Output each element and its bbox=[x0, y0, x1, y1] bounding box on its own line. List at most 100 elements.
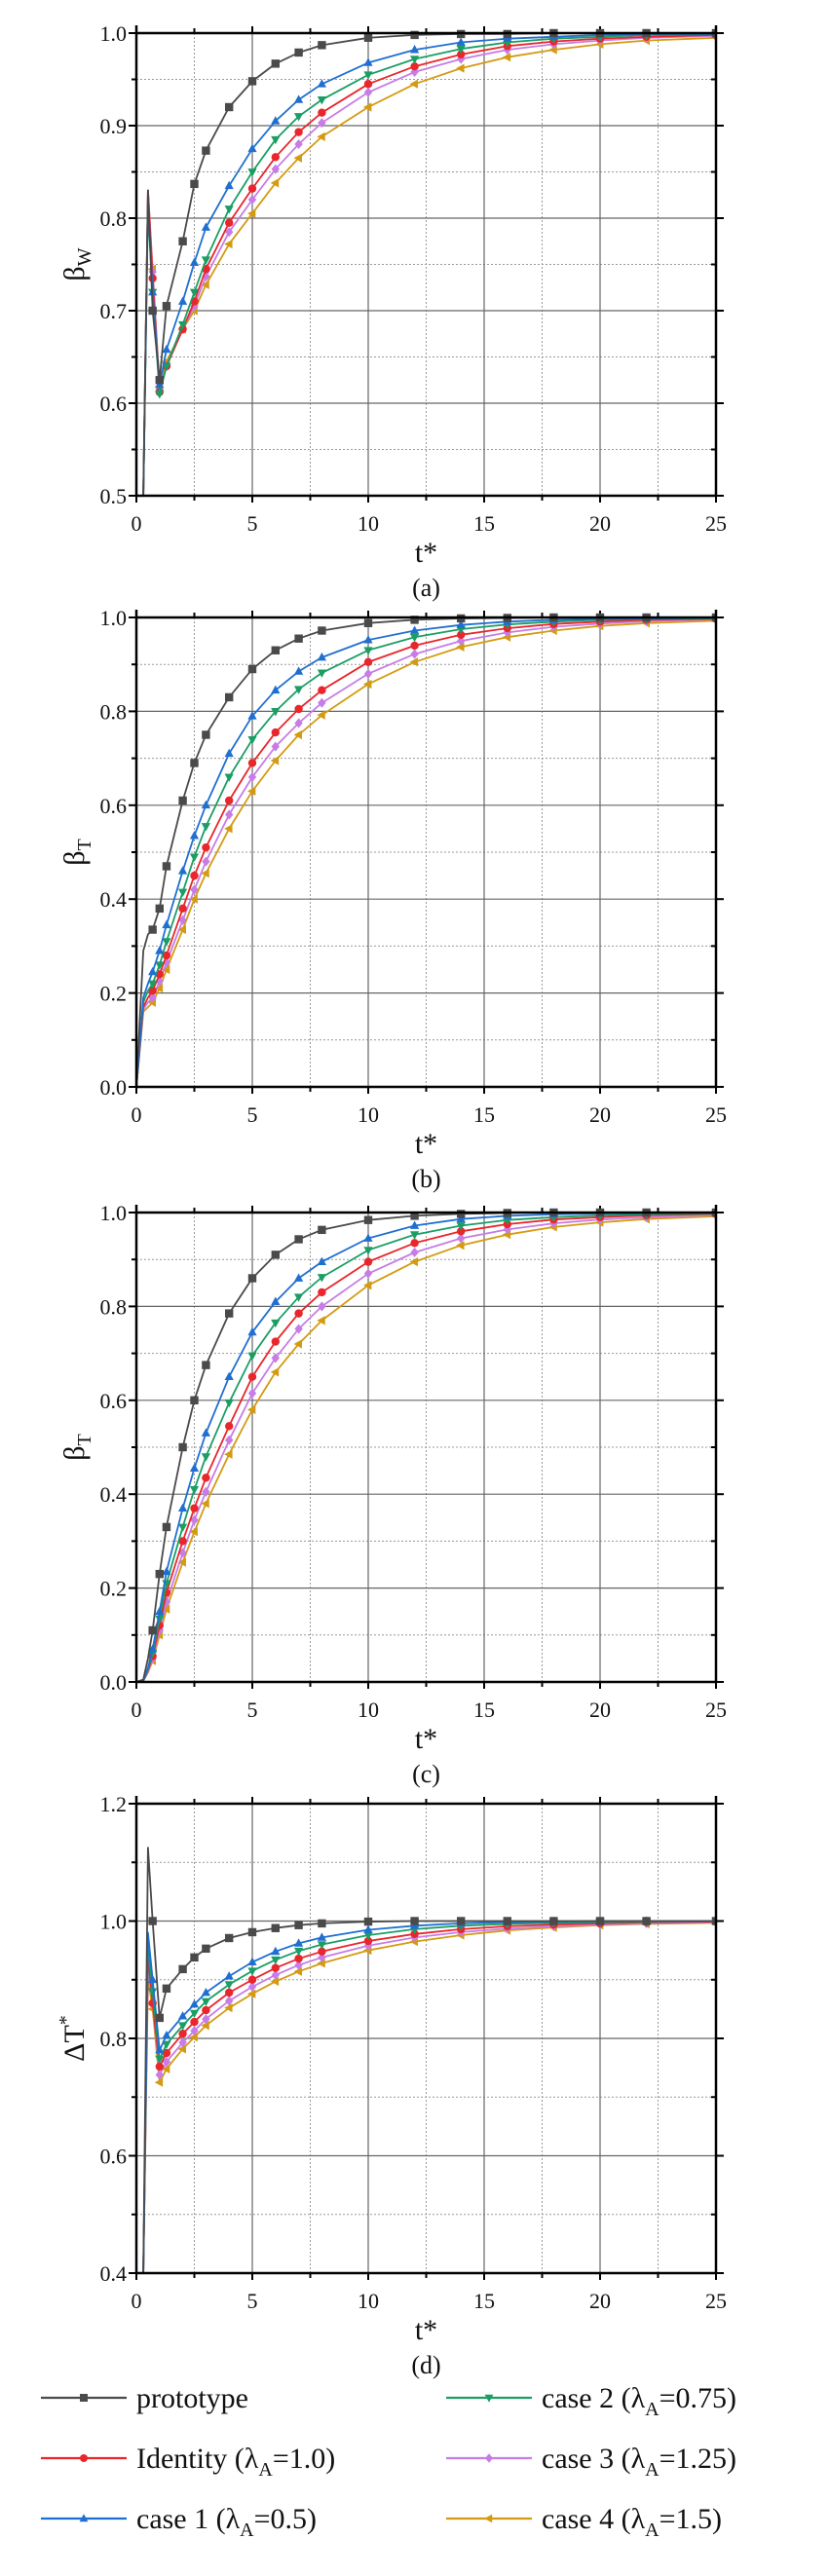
marker-diamond bbox=[162, 957, 171, 968]
marker-triangle-down bbox=[177, 320, 188, 330]
x-tick-label: 25 bbox=[705, 2289, 727, 2313]
marker-square bbox=[148, 925, 157, 934]
legend-label-text: case 2 (λ bbox=[542, 2382, 646, 2414]
marker-diamond bbox=[148, 992, 157, 1003]
marker-triangle-down bbox=[201, 256, 211, 265]
marker-diamond bbox=[202, 2014, 210, 2025]
marker-circle bbox=[363, 80, 373, 89]
marker-triangle-up bbox=[456, 37, 466, 46]
marker-triangle-down bbox=[177, 888, 188, 898]
series-line-identity bbox=[136, 1213, 716, 1682]
marker-triangle-down bbox=[271, 1956, 281, 1965]
marker-diamond bbox=[294, 1960, 303, 1970]
marker-triangle-up bbox=[162, 2030, 171, 2039]
marker-square bbox=[503, 1917, 511, 1925]
legend-label-sub: A bbox=[258, 2459, 273, 2481]
marker-diamond bbox=[457, 1233, 466, 1244]
marker-circle bbox=[178, 2029, 187, 2038]
marker-triangle-down bbox=[293, 1947, 304, 1957]
x-tick-label: 5 bbox=[247, 1698, 258, 1722]
marker-triangle-down bbox=[456, 1222, 466, 1231]
marker-square bbox=[190, 1953, 199, 1962]
marker-triangle-down bbox=[162, 2040, 171, 2050]
marker-circle bbox=[202, 842, 210, 852]
marker-square bbox=[148, 306, 157, 316]
marker-triangle-up bbox=[177, 2011, 188, 2020]
marker-triangle-left bbox=[456, 642, 465, 652]
marker-square bbox=[271, 646, 280, 654]
marker-circle bbox=[178, 904, 187, 914]
marker-square bbox=[410, 1917, 419, 1925]
y-tick-label: 0.6 bbox=[100, 2145, 128, 2169]
marker-triangle-left bbox=[317, 1316, 325, 1325]
marker-triangle-down bbox=[271, 708, 281, 717]
marker-square bbox=[178, 796, 187, 805]
marker-triangle-up bbox=[189, 1463, 200, 1473]
x-axis-title: t* bbox=[415, 1128, 437, 1160]
marker-triangle-up bbox=[224, 180, 234, 190]
y-tick-label: 1.0 bbox=[100, 1910, 128, 1934]
marker-triangle-left bbox=[161, 1604, 170, 1614]
marker-circle bbox=[271, 1963, 280, 1972]
y-axis-title: ΔT* bbox=[56, 2015, 91, 2062]
x-tick-label: 10 bbox=[358, 511, 379, 536]
marker-square bbox=[148, 1917, 157, 1925]
marker-square bbox=[363, 1917, 373, 1926]
x-tick-label: 25 bbox=[705, 1102, 727, 1127]
marker-circle bbox=[247, 1975, 257, 1984]
series-case2 bbox=[142, 30, 716, 496]
marker-circle bbox=[363, 1936, 373, 1946]
marker-triangle-up bbox=[456, 1213, 466, 1223]
series-case3 bbox=[142, 1917, 716, 2273]
x-tick-label: 5 bbox=[247, 1102, 258, 1127]
marker-triangle-left bbox=[317, 1959, 325, 1968]
marker-triangle-left bbox=[224, 824, 233, 834]
marker-square bbox=[178, 1442, 187, 1452]
marker-triangle-down bbox=[317, 1941, 327, 1950]
marker-circle bbox=[190, 871, 199, 880]
marker-triangle-up bbox=[363, 57, 373, 66]
marker-diamond bbox=[155, 2070, 164, 2080]
marker-circle bbox=[363, 657, 373, 666]
marker-circle bbox=[294, 704, 303, 714]
marker-circle bbox=[155, 2062, 164, 2072]
series-line-identity bbox=[142, 1921, 716, 2273]
marker-triangle-down bbox=[224, 205, 234, 214]
marker-circle bbox=[271, 153, 280, 162]
marker-square bbox=[595, 1917, 605, 1925]
marker-circle bbox=[225, 1988, 234, 1997]
marker-triangle-down bbox=[189, 853, 200, 862]
marker-diamond bbox=[225, 1996, 234, 2006]
marker-square bbox=[190, 759, 199, 767]
marker-diamond bbox=[271, 741, 280, 752]
marker-diamond bbox=[178, 2037, 187, 2048]
marker-diamond bbox=[178, 915, 187, 925]
marker-triangle-down bbox=[293, 113, 304, 122]
legend: prototype case 2 (λA=0.75)Identity (λA=1.… bbox=[41, 2382, 736, 2541]
marker-triangle-left bbox=[246, 208, 256, 218]
marker-square bbox=[178, 1964, 187, 1974]
marker-triangle-down bbox=[317, 669, 327, 678]
marker-circle bbox=[162, 2048, 171, 2058]
panel-caption: (c) bbox=[412, 1760, 440, 1788]
marker-triangle-down bbox=[293, 686, 304, 694]
marker-square bbox=[247, 1274, 257, 1283]
marker-circle bbox=[318, 108, 326, 117]
legend-label-text: case 4 (λ bbox=[542, 2503, 646, 2535]
marker-diamond bbox=[225, 809, 234, 820]
marker-diamond bbox=[318, 697, 326, 708]
marker-diamond bbox=[247, 1388, 257, 1399]
marker-diamond bbox=[271, 1353, 280, 1363]
marker-triangle-left bbox=[484, 2514, 493, 2523]
marker-diamond bbox=[363, 87, 373, 97]
x-tick-label: 25 bbox=[705, 511, 727, 536]
legend-item-case4: case 4 (λA=1.5) bbox=[446, 2503, 722, 2541]
marker-diamond bbox=[271, 164, 280, 174]
y-tick-label: 0.2 bbox=[100, 982, 128, 1006]
marker-diamond bbox=[247, 771, 257, 782]
marker-triangle-left bbox=[189, 894, 198, 904]
marker-circle bbox=[294, 1309, 303, 1318]
marker-circle bbox=[271, 728, 280, 737]
series-identity bbox=[136, 1210, 716, 1682]
